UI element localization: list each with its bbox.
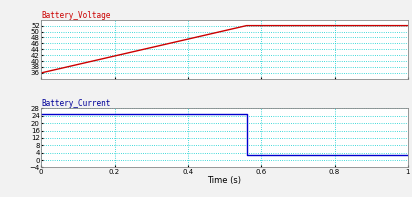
- Text: Battery_Current: Battery_Current: [41, 99, 110, 108]
- X-axis label: Time (s): Time (s): [208, 176, 241, 185]
- Text: Battery_Voltage: Battery_Voltage: [41, 11, 110, 20]
